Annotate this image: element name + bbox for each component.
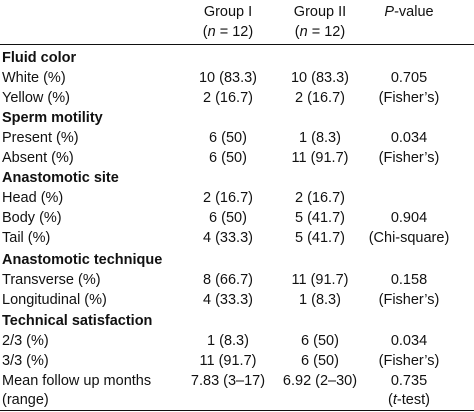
ttest-note: (t-test)	[388, 392, 430, 408]
section-heading: Sperm motility	[2, 110, 103, 126]
header-row-2: (n = 12) (n = 12)	[0, 22, 474, 42]
table-row: Tail (%) 4 (33.3) 5 (41.7) (Chi-square)	[2, 230, 450, 246]
table-row: 2/3 (%) 1 (8.3) 6 (50) 0.034	[2, 333, 428, 349]
header-row-1: Group I Group II P-value	[0, 2, 474, 22]
table-row: White (%) 10 (83.3) 10 (83.3) 0.705	[2, 70, 428, 86]
section-heading: Anastomotic technique	[2, 252, 163, 268]
table-row: Longitudinal (%) 4 (33.3) 1 (8.3) (Fishe…	[2, 292, 440, 308]
section-heading: Technical satisfaction	[2, 313, 153, 329]
table-row: Transverse (%) 8 (66.7) 11 (91.7) 0.158	[2, 272, 428, 288]
table-row: 3/3 (%) 11 (91.7) 6 (50) (Fisher’s)	[2, 353, 440, 369]
table-row: Absent (%) 6 (50) 11 (91.7) (Fisher’s)	[2, 150, 440, 166]
group2-n: (n = 12)	[294, 24, 346, 40]
header-rule	[0, 44, 474, 45]
followup-row-2: (range) (t-test)	[0, 390, 474, 410]
section-heading: Anastomotic site	[2, 170, 119, 186]
group1-header: Group I	[203, 4, 253, 20]
table-row: Yellow (%) 2 (16.7) 2 (16.7) (Fisher’s)	[2, 90, 440, 106]
table-row: Head (%) 2 (16.7) 2 (16.7)	[2, 190, 345, 206]
section-heading: Fluid color	[2, 50, 77, 66]
bottom-rule	[0, 410, 474, 411]
group1-n: (n = 12)	[202, 24, 254, 40]
pvalue-header: P-value	[384, 4, 434, 20]
table-row: Body (%) 6 (50) 5 (41.7) 0.904	[2, 210, 428, 226]
followup-row: Mean follow up months 7.83 (3–17) 6.92 (…	[2, 373, 428, 389]
table-row: Present (%) 6 (50) 1 (8.3) 0.034	[2, 130, 428, 146]
group2-header: Group II	[293, 4, 347, 20]
